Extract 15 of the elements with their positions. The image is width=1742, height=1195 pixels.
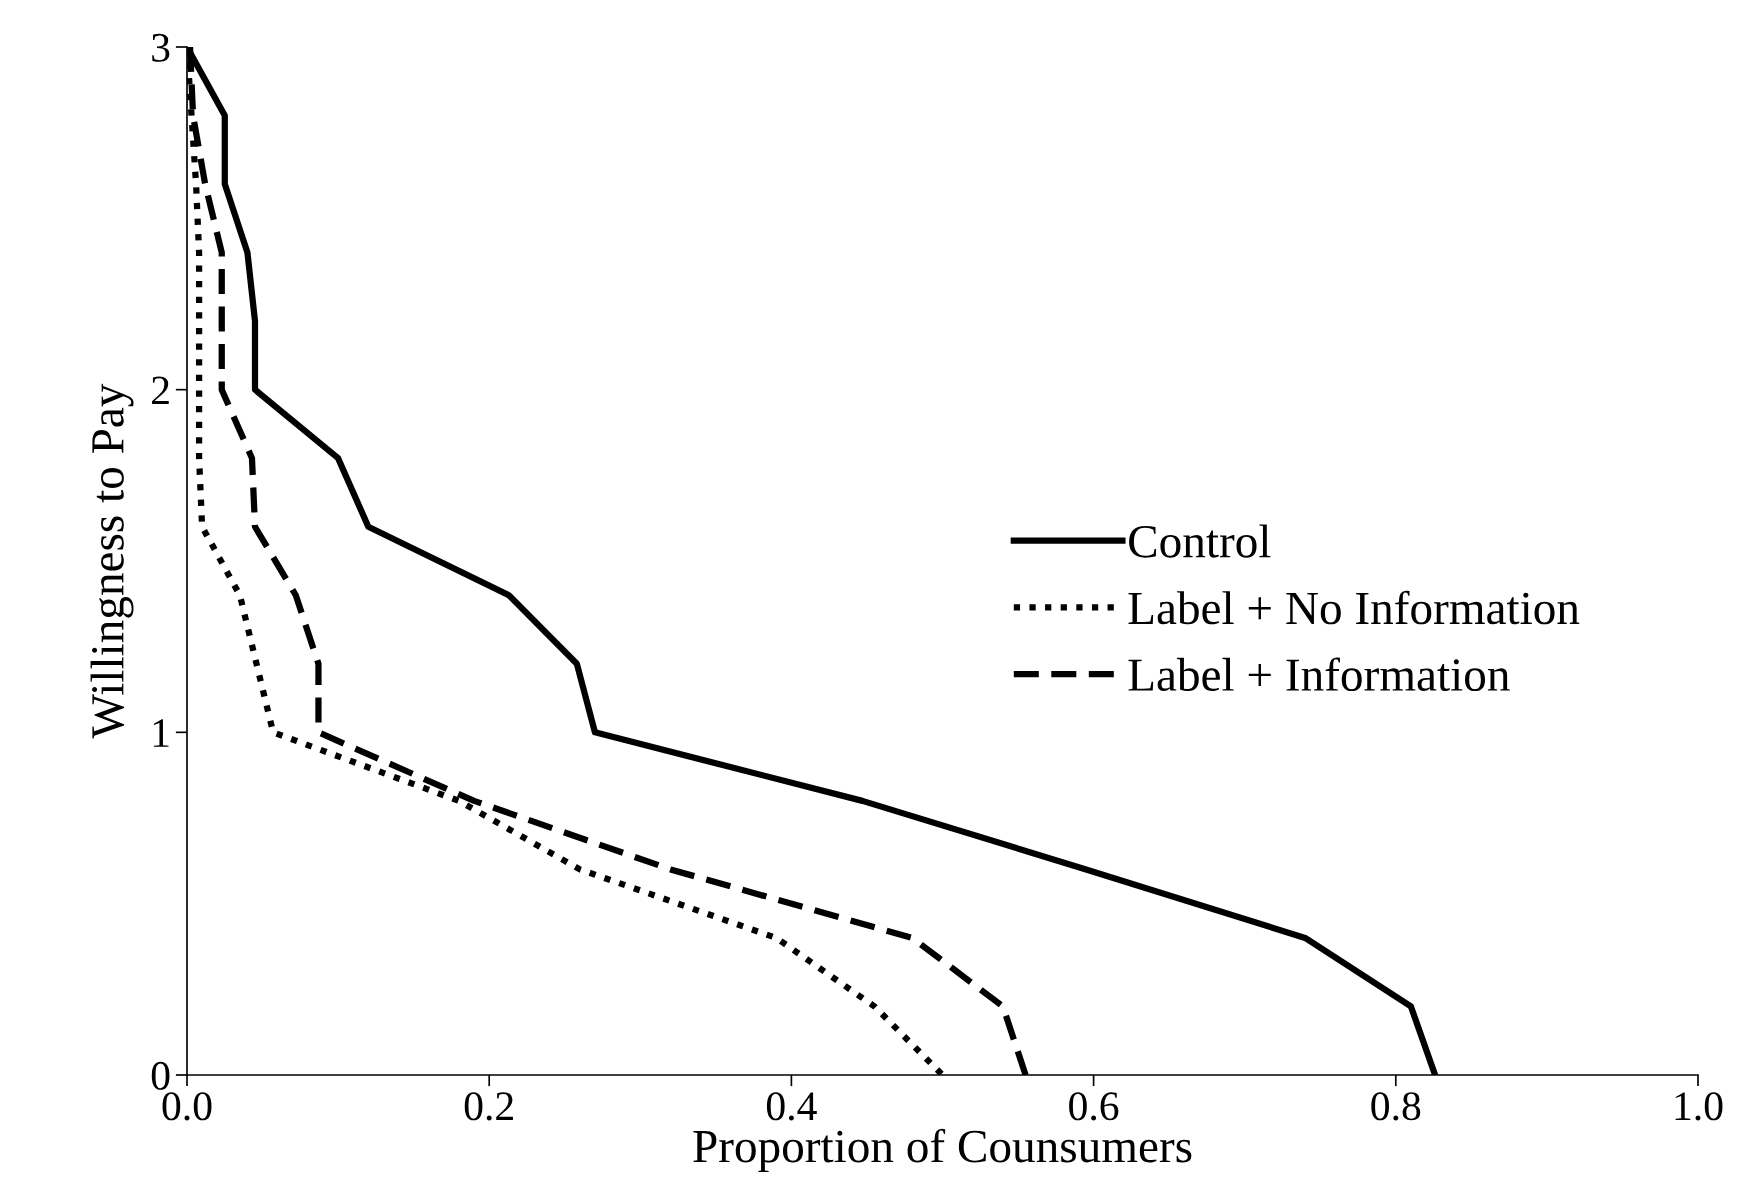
- x-tick-label: 0.6: [1069, 1092, 1119, 1121]
- y-axis-title: Willingness to Pay: [90, 383, 134, 739]
- y-tick-label: 2: [152, 376, 169, 405]
- legend-label: Control: [1129, 524, 1271, 558]
- legend-label: Label + No Information: [1128, 590, 1580, 625]
- y-tick-label: 1: [153, 719, 169, 747]
- y-tick-label: 0: [151, 1061, 170, 1090]
- x-tick-label: 0.2: [464, 1092, 513, 1121]
- y-tick-label: 3: [152, 33, 170, 62]
- x-tick-label: 0.8: [1371, 1092, 1421, 1121]
- legend-label: Label + Information: [1128, 657, 1510, 692]
- x-tick-label: 1.0: [1675, 1092, 1723, 1121]
- x-tick-label: 0.4: [766, 1092, 817, 1121]
- x-tick-label: 0.0: [162, 1092, 212, 1121]
- x-axis-title: Proportion of Counsumers: [693, 1128, 1192, 1173]
